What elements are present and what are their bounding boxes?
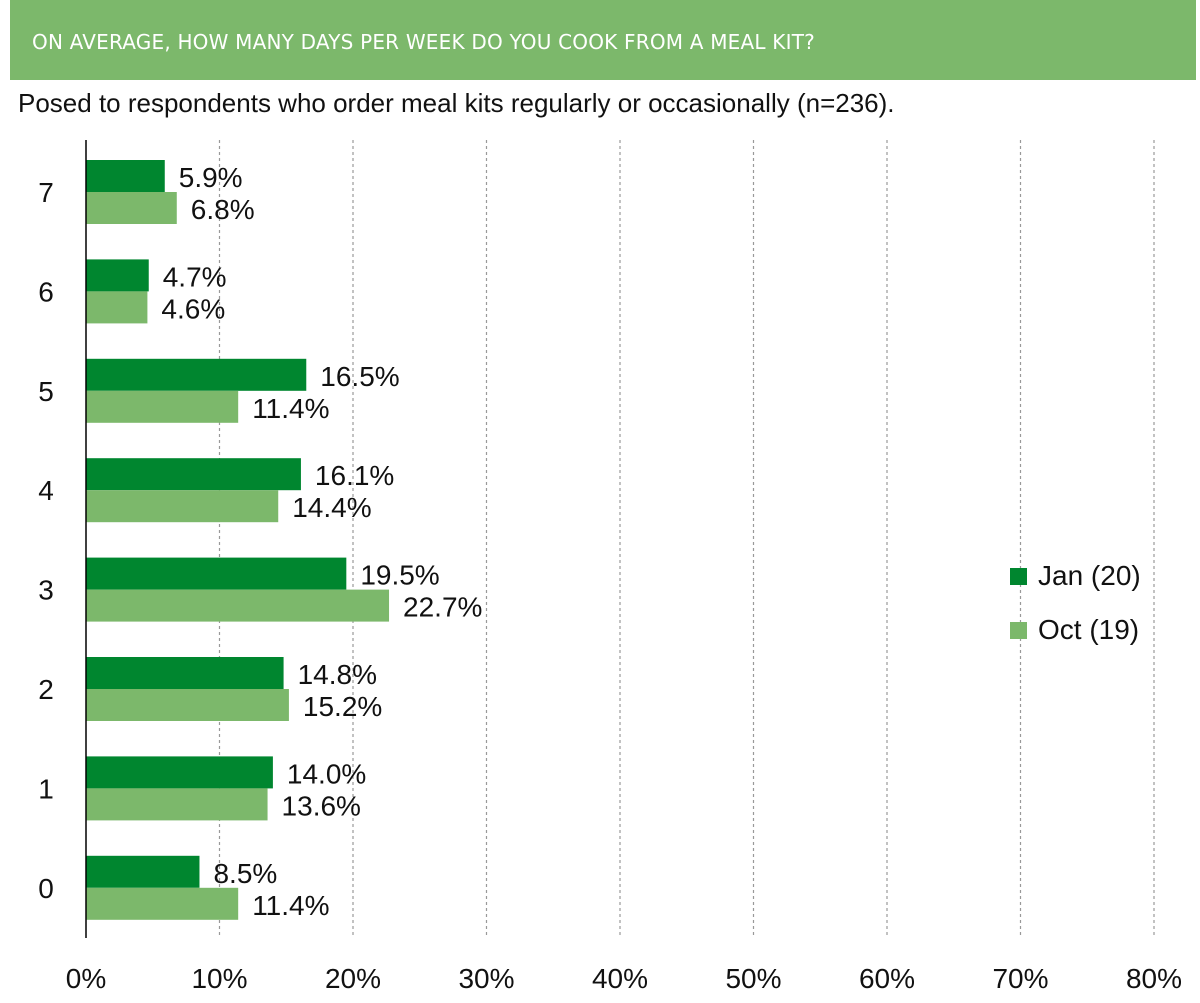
- x-tick-label: 0%: [66, 963, 106, 994]
- x-tick-label: 40%: [592, 963, 648, 994]
- title-banner: ON AVERAGE, HOW MANY DAYS PER WEEK DO YO…: [10, 0, 1196, 80]
- bar: [86, 855, 200, 888]
- bar: [86, 458, 301, 491]
- data-label: 14.4%: [292, 492, 371, 523]
- category-label: 7: [38, 177, 54, 208]
- x-tick-label: 80%: [1126, 963, 1182, 994]
- bar: [86, 788, 268, 821]
- bar: [86, 689, 289, 721]
- bar: [86, 291, 148, 324]
- legend-swatch-jan: [1010, 568, 1027, 585]
- bar: [86, 657, 284, 689]
- x-tick-label: 70%: [992, 963, 1048, 994]
- bar: [86, 756, 273, 789]
- bar: [86, 557, 347, 590]
- bar: [86, 490, 279, 523]
- x-tick-label: 20%: [325, 963, 381, 994]
- data-label: 8.5%: [213, 858, 277, 889]
- bar: [86, 160, 165, 192]
- category-label: 2: [38, 674, 54, 705]
- category-label: 3: [38, 575, 54, 606]
- chart-title: ON AVERAGE, HOW MANY DAYS PER WEEK DO YO…: [32, 30, 815, 54]
- data-label: 5.9%: [179, 162, 243, 193]
- legend-swatch-oct: [1010, 622, 1027, 639]
- bar: [86, 192, 177, 224]
- category-label: 5: [38, 376, 54, 407]
- category-label: 6: [38, 276, 54, 307]
- chart-subtitle: Posed to respondents who order meal kits…: [18, 88, 895, 118]
- bar: [86, 887, 239, 920]
- category-label: 0: [38, 873, 54, 904]
- data-label: 19.5%: [360, 560, 439, 591]
- bar: [86, 259, 149, 292]
- legend-label-oct: Oct (19): [1038, 614, 1140, 645]
- x-tick-label: 10%: [191, 963, 247, 994]
- category-label: 4: [38, 475, 54, 506]
- bar: [86, 589, 390, 622]
- data-label: 6.8%: [191, 194, 255, 225]
- data-label: 16.1%: [315, 460, 394, 491]
- x-tick-label: 50%: [725, 963, 781, 994]
- data-label: 16.5%: [320, 361, 399, 392]
- data-label: 15.2%: [303, 691, 382, 722]
- data-label: 22.7%: [403, 592, 482, 623]
- data-label: 4.6%: [161, 293, 225, 324]
- category-label: 1: [38, 773, 54, 804]
- data-label: 4.7%: [163, 261, 227, 292]
- data-label: 13.6%: [282, 790, 361, 821]
- data-label: 11.4%: [252, 393, 329, 424]
- data-label: 11.4%: [252, 890, 329, 921]
- bar: [86, 390, 239, 423]
- bar: [86, 358, 307, 391]
- data-label: 14.8%: [298, 659, 377, 690]
- x-tick-label: 60%: [859, 963, 915, 994]
- legend-label-jan: Jan (20): [1038, 560, 1141, 591]
- data-label: 14.0%: [287, 758, 366, 789]
- x-tick-label: 30%: [458, 963, 514, 994]
